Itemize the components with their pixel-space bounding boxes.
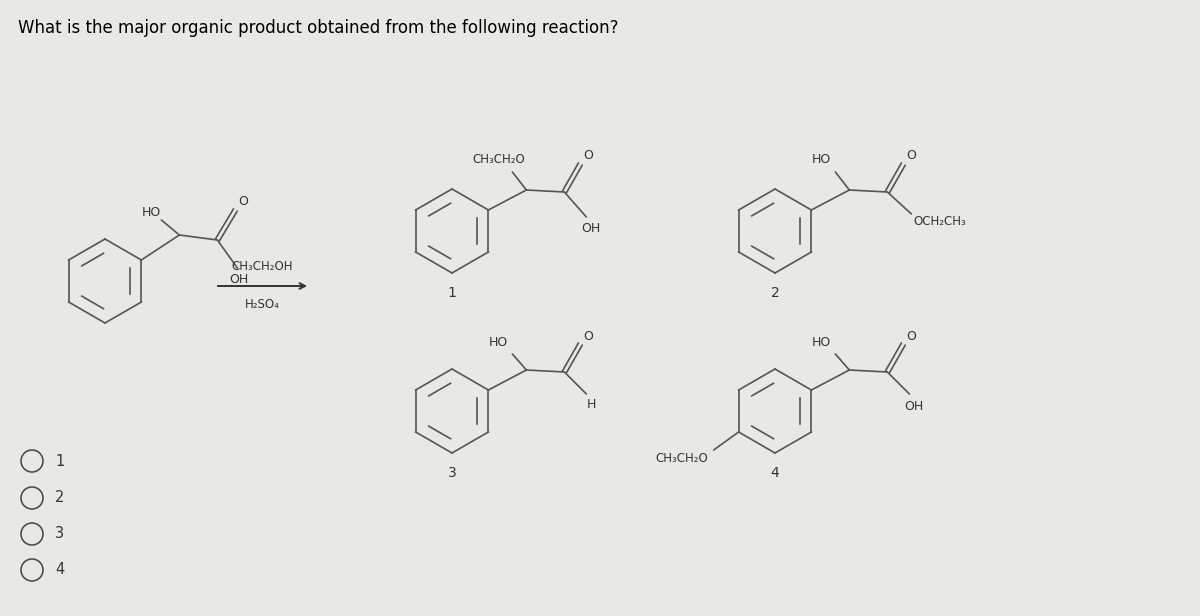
Text: CH₃CH₂O: CH₃CH₂O: [472, 153, 524, 166]
Text: O: O: [906, 330, 917, 342]
Text: 1: 1: [448, 286, 456, 300]
Text: O: O: [583, 330, 593, 342]
Text: H₂SO₄: H₂SO₄: [245, 298, 280, 310]
Text: 1: 1: [55, 453, 65, 469]
Text: 2: 2: [770, 286, 779, 300]
Text: HO: HO: [488, 336, 508, 349]
Text: H: H: [587, 397, 596, 410]
Text: OH: OH: [582, 222, 601, 235]
Text: O: O: [583, 150, 593, 163]
Text: HO: HO: [811, 336, 830, 349]
Text: O: O: [239, 195, 248, 208]
Text: 3: 3: [448, 466, 456, 480]
Text: CH₃CH₂O: CH₃CH₂O: [655, 452, 708, 464]
Text: HO: HO: [811, 153, 830, 166]
Text: 3: 3: [55, 527, 64, 541]
Text: O: O: [906, 150, 917, 163]
Text: What is the major organic product obtained from the following reaction?: What is the major organic product obtain…: [18, 19, 618, 37]
Text: OCH₂CH₃: OCH₂CH₃: [913, 216, 966, 229]
Text: 4: 4: [770, 466, 779, 480]
Text: OH: OH: [229, 274, 248, 286]
Text: CH₃CH₂OH: CH₃CH₂OH: [232, 259, 293, 272]
Text: HO: HO: [142, 206, 161, 219]
Text: 4: 4: [55, 562, 65, 578]
Text: OH: OH: [905, 400, 924, 413]
Text: 2: 2: [55, 490, 65, 506]
